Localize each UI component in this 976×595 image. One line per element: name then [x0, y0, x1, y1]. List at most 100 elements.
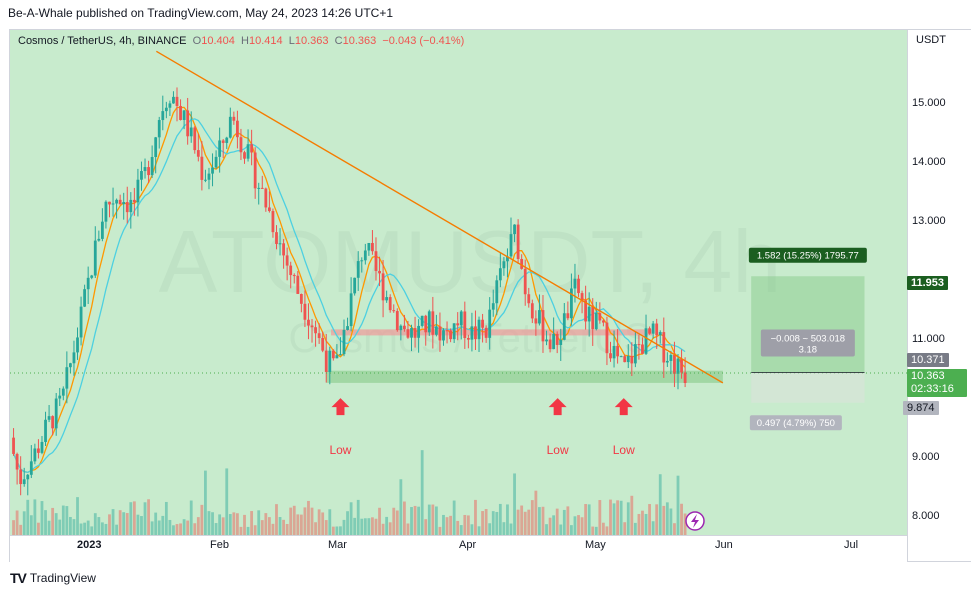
volume-bar	[584, 504, 588, 535]
candle-body	[513, 224, 516, 235]
candle-body	[360, 260, 364, 262]
volume-bar	[403, 501, 406, 535]
candle-body	[232, 116, 236, 121]
position-profit-zone	[751, 276, 865, 373]
candle-body	[541, 310, 545, 342]
volume-bar	[292, 505, 296, 535]
volume-bar	[246, 526, 250, 535]
volume-bar	[225, 468, 229, 535]
plot-area[interactable]: ATOMUSDT, 4h Cosmos / TetherUS 1.582 (15.…	[10, 30, 907, 535]
candle-body	[388, 297, 392, 311]
volume-bar	[207, 511, 211, 535]
candle-body	[157, 120, 161, 138]
candle-body	[285, 255, 289, 266]
footer: TV TradingView	[10, 570, 96, 586]
volume-bar	[61, 505, 65, 535]
footer-brand[interactable]: TradingView	[29, 571, 96, 585]
volume-bar	[100, 522, 104, 535]
candle-body	[498, 268, 502, 281]
volume-bar	[200, 504, 204, 535]
candle-body	[115, 199, 118, 204]
volume-bar	[381, 523, 385, 535]
volume-bar	[104, 523, 108, 535]
volume-bar	[399, 479, 403, 535]
x-tick-may: May	[585, 539, 606, 551]
volume-bar	[150, 521, 154, 535]
volume-bar	[278, 516, 282, 535]
ma-fast-line	[13, 106, 686, 473]
bar-countdown: 02:33:16	[911, 383, 954, 395]
volume-bar	[335, 526, 339, 535]
volume-bar	[619, 500, 623, 535]
x-tick-jun: Jun	[715, 539, 733, 551]
volume-bar	[630, 495, 634, 535]
resistance-zone	[331, 329, 653, 336]
volume-bar	[424, 519, 428, 535]
volume-bar	[93, 513, 97, 535]
volume-bar	[612, 503, 616, 535]
candle-body	[626, 355, 630, 363]
volume-bar	[605, 526, 609, 535]
volume-bar	[530, 500, 534, 535]
volume-bar	[669, 508, 673, 535]
x-tick-feb: Feb	[210, 539, 229, 551]
volume-bar	[356, 499, 360, 535]
volume-bar	[182, 519, 186, 535]
volume-bar	[445, 517, 449, 535]
candle-body	[673, 354, 676, 374]
stop-price-badge: 9.874	[903, 401, 939, 415]
volume-bar	[232, 512, 236, 535]
volume-bar	[413, 505, 417, 535]
candle-body	[307, 319, 310, 326]
candle-body	[495, 280, 499, 304]
volume-bar	[267, 517, 271, 535]
volume-bar	[90, 526, 94, 535]
volume-bar	[342, 519, 346, 535]
watermark-symbol: ATOMUSDT, 4h	[159, 212, 782, 311]
publisher-header: Be-A-Whale published on TradingView.com,…	[8, 6, 393, 20]
candle-body	[658, 332, 662, 336]
volume-bar	[140, 516, 143, 535]
candle-body	[502, 261, 506, 269]
volume-bar	[72, 519, 76, 535]
volume-bar	[545, 524, 548, 535]
volume-bar	[147, 499, 150, 535]
volume-bar	[392, 507, 396, 535]
candle-body	[577, 278, 580, 294]
candle-body	[395, 311, 399, 331]
volume-bar	[328, 509, 332, 535]
y-tick-15: 15.000	[912, 97, 946, 109]
volume-bar	[665, 502, 669, 535]
candle-body	[19, 469, 23, 485]
tradingview-logo-icon: TV	[10, 570, 27, 586]
volume-bar	[641, 510, 644, 535]
candle-body	[278, 243, 282, 245]
volume-bar	[538, 507, 541, 535]
currency-label: USDT	[916, 34, 946, 46]
candle-body	[335, 355, 339, 359]
volume-bar	[406, 523, 410, 535]
y-tick-11: 11.000	[912, 333, 945, 345]
last-price-badge: 10.363 02:33:16	[907, 369, 967, 397]
symbol-legend: Cosmos / TetherUS, 4h, BINANCE O10.404 H…	[18, 35, 465, 47]
candle-body	[665, 360, 669, 363]
price-axis[interactable]	[907, 30, 971, 561]
position-stop-zone	[751, 372, 865, 403]
volume-bar	[264, 513, 268, 535]
candle-body	[523, 268, 527, 295]
candle-body	[651, 323, 655, 334]
y-tick-8: 8.000	[912, 510, 940, 522]
candle-body	[15, 453, 19, 470]
low-label: Low	[547, 443, 569, 457]
time-axis[interactable]	[10, 535, 907, 562]
volume-bar	[420, 450, 424, 535]
candle-body	[683, 372, 687, 384]
volume-bar	[211, 512, 214, 535]
volume-bar	[44, 510, 47, 535]
volume-bar	[570, 525, 573, 535]
volume-bar	[470, 524, 474, 535]
volume-bar	[271, 523, 275, 535]
volume-bar	[509, 523, 513, 535]
volume-bar	[673, 523, 676, 535]
